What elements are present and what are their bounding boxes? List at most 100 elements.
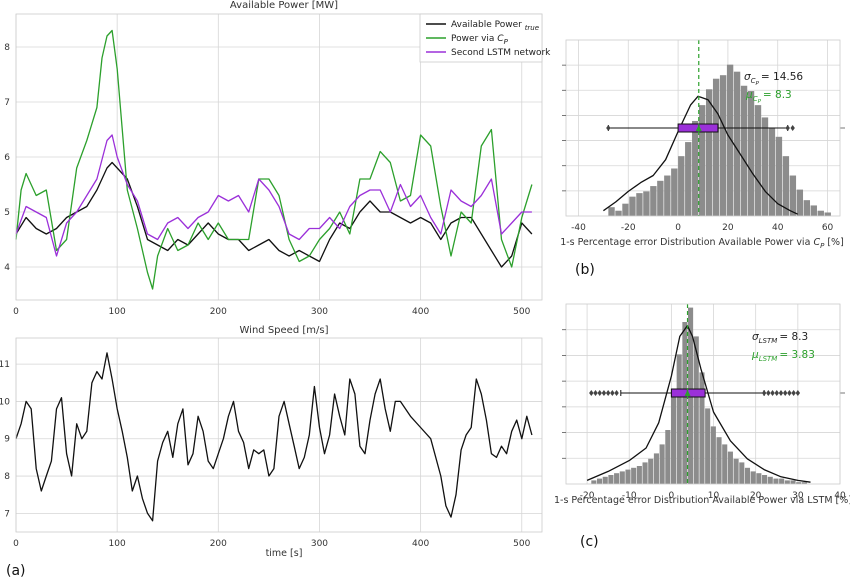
hist-lstm-bar-27 — [744, 467, 751, 484]
power-xtick-400: 400 — [412, 307, 429, 317]
hist-cp-bar-28 — [803, 200, 811, 216]
power-legend: Available Power true Power via CP Second… — [419, 13, 551, 63]
hist-lstm-chart: -20 -10 0 10 20 30 40 σLSTM = 8.3 μLSTM = 3.83 1… — [554, 303, 850, 506]
hist-cp-bar-11 — [685, 142, 692, 216]
hist-cp-bar-12 — [692, 120, 699, 216]
hist-lstm-bar-32 — [773, 478, 779, 484]
legend-label-cp-math: C — [497, 34, 504, 44]
stat-mu-cp: μCP= 8.3 — [745, 89, 792, 105]
hist-lstm-xtick-20: 20 — [750, 491, 762, 501]
hist-lstm-bar-33 — [779, 478, 785, 484]
mu-cp-symbol: μ — [745, 89, 753, 101]
hist-lstm-bar-23 — [722, 444, 728, 484]
power-ytick-5: 5 — [4, 208, 10, 218]
legend-label-true-sub: true — [525, 24, 539, 32]
hist-lstm-outlier-8 — [766, 390, 771, 396]
mu-lstm-sub: LSTM — [759, 355, 778, 363]
hist-lstm-xtick-0: 0 — [669, 491, 675, 501]
wind-chart-title: Wind Speed [m/s] — [240, 325, 329, 336]
power-xtick-0: 0 — [13, 307, 19, 317]
hist-lstm-bar-13 — [665, 430, 671, 484]
hist-cp-bar-18 — [733, 71, 741, 217]
hist-lstm-bar-8 — [636, 466, 642, 484]
wind-xtick-0: 0 — [13, 539, 19, 549]
hist-lstm-bar-28 — [750, 471, 756, 484]
mu-cp-subsub: P — [758, 99, 762, 105]
wind-ytick-7: 7 — [4, 509, 10, 519]
mu-lstm-symbol: μ — [751, 349, 759, 361]
hist-lstm-outlier-4 — [605, 390, 611, 396]
hist-lstm-bar-34 — [784, 480, 790, 484]
hist-cp-xlabel-math: C — [813, 237, 820, 248]
hist-cp-x-axis-label: 1-s Percentage error Distribution Availa… — [560, 237, 844, 251]
stat-sigma-lstm: σLSTM = 8.3 — [752, 331, 808, 345]
hist-lstm-bar-21 — [710, 426, 716, 484]
hist-cp-bar-21 — [754, 105, 762, 216]
hist-cp-xtick-0: 0 — [675, 223, 681, 233]
hist-lstm-xtick-40: 40 — [834, 491, 846, 501]
power-plot-frame — [15, 13, 543, 301]
hist-cp-bar-26 — [789, 175, 797, 216]
hist-cp-xtick--40: -40 — [571, 223, 586, 233]
power-xtick-300: 300 — [311, 307, 328, 317]
hist-lstm-bar-26 — [739, 462, 745, 484]
mu-cp-value: = 8.3 — [763, 89, 792, 101]
wind-xtick-300: 300 — [311, 539, 328, 549]
hist-lstm-bar-0 — [591, 480, 597, 484]
hist-cp-bar-15 — [712, 78, 720, 216]
hist-lstm-xtick--20: -20 — [580, 491, 595, 501]
panel-label-a: (a) — [6, 563, 26, 579]
power-series-1 — [15, 29, 533, 290]
hist-lstm-bar-22 — [716, 437, 722, 484]
hist-lstm-bar-35 — [790, 480, 796, 484]
power-chart-title: Available Power [MW] — [230, 0, 338, 11]
hist-cp-bar-7 — [657, 180, 664, 216]
hist-cp-bar-1 — [615, 210, 622, 216]
hist-cp-bar-4 — [636, 193, 643, 216]
legend-label-cp: Power via — [451, 34, 494, 44]
wind-ytick-9: 9 — [4, 435, 10, 445]
hist-lstm-outlier-15 — [795, 390, 801, 396]
hist-lstm-bar-15 — [676, 354, 682, 484]
hist-lstm-bar-25 — [733, 458, 739, 484]
power-series-2 — [15, 134, 532, 257]
hist-lstm-bar-36 — [796, 482, 802, 484]
hist-lstm-bar-6 — [625, 469, 631, 484]
sigma-cp-sub: C — [751, 77, 756, 85]
hist-lstm-bar-7 — [631, 467, 637, 484]
hist-lstm-xtick--10: -10 — [622, 491, 637, 501]
power-ytick-6: 6 — [4, 153, 10, 163]
hist-lstm-outlier-0 — [589, 390, 594, 396]
sigma-lstm-symbol: σ — [752, 331, 759, 343]
hist-lstm-bar-18 — [693, 336, 699, 484]
wind-chart: Wind Speed [m/s] 0 100 200 300 400 500 7 8 9 10 1… — [0, 325, 543, 559]
hist-cp-frame — [565, 39, 841, 217]
hist-cp-bar-0 — [608, 207, 615, 216]
hist-cp-xtick--20: -20 — [621, 223, 636, 233]
hist-cp-bar-5 — [643, 191, 650, 216]
legend-entry-cp: Power via CP — [451, 34, 509, 46]
hist-cp-bar-16 — [719, 75, 727, 216]
hist-cp-xtick-60: 60 — [822, 223, 834, 233]
power-ytick-7: 7 — [4, 98, 10, 108]
hist-lstm-frame — [565, 303, 841, 485]
hist-cp-bar-22 — [761, 117, 769, 216]
hist-lstm-outlier-11 — [778, 390, 784, 396]
wind-xtick-400: 400 — [412, 539, 429, 549]
hist-cp-bar-23 — [768, 128, 776, 216]
power-series-0 — [15, 161, 533, 268]
hist-cp-xtick-40: 40 — [772, 223, 784, 233]
hist-cp-bar-14 — [705, 89, 713, 216]
hist-lstm-outlier-1 — [593, 390, 598, 396]
power-ytick-8: 8 — [4, 43, 10, 53]
hist-lstm-outlier-6 — [614, 390, 619, 396]
panel-label-b: (b) — [575, 262, 595, 278]
hist-cp-bar-24 — [775, 136, 783, 216]
hist-lstm-bar-29 — [756, 473, 762, 484]
sigma-lstm-value: = 8.3 — [779, 331, 808, 343]
hist-cp-xlabel-text: 1-s Percentage error Distribution Availa… — [560, 237, 810, 248]
hist-cp-bar-25 — [782, 156, 790, 216]
hist-lstm-outlier-10 — [774, 390, 779, 396]
stat-mu-lstm: μLSTM = 3.83 — [751, 349, 815, 363]
hist-lstm-mean-marker — [684, 390, 691, 396]
